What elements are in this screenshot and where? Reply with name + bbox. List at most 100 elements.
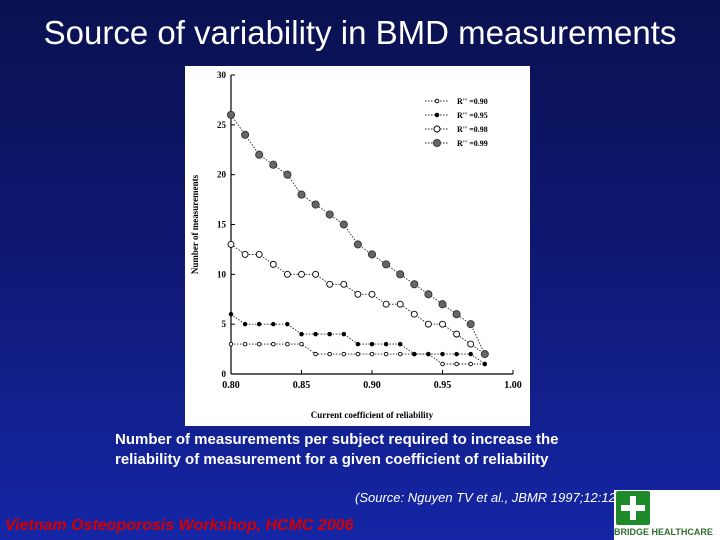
data-point [438, 300, 447, 309]
data-point [242, 321, 248, 327]
y-tick-label: 0 [222, 369, 227, 379]
y-tick-label: 30 [217, 70, 227, 80]
data-point [327, 351, 332, 357]
data-point [299, 331, 304, 337]
chart-axes: 0 5 10 15 20 25 30 0.80 0.85 0.90 0.95 1.00 Current … [190, 70, 522, 420]
data-point [383, 351, 389, 357]
series-3 [227, 240, 489, 358]
data-point [452, 310, 461, 319]
data-point [312, 270, 320, 278]
data-point [283, 170, 292, 179]
data-point [354, 290, 362, 298]
data-point [466, 320, 475, 329]
chart-series-layer [226, 110, 489, 367]
data-point [228, 311, 234, 317]
data-point [368, 290, 376, 298]
data-point [228, 341, 234, 347]
y-tick-label: 5 [222, 319, 227, 329]
x-tick-label: 0.90 [363, 380, 381, 391]
legend-marker [432, 138, 442, 148]
source-citation: (Source: Nguyen TV et al., JBMR 1997;12:… [355, 490, 635, 505]
data-point [313, 331, 318, 337]
data-point [410, 310, 418, 318]
data-point [341, 331, 347, 337]
data-point [369, 341, 375, 347]
x-tick-label: 0.95 [434, 380, 452, 391]
data-point [383, 341, 389, 347]
legend-entry: R'' =0.90 [425, 97, 488, 106]
series-line [230, 313, 486, 365]
y-tick-label: 25 [217, 120, 227, 130]
series-4 [226, 110, 489, 359]
data-point [299, 341, 304, 347]
data-point [439, 320, 446, 328]
x-axis-label: Current coefficient of reliability [311, 410, 434, 420]
legend-marker [434, 98, 440, 104]
y-axis-label: Number of measurements [190, 174, 200, 274]
data-point [424, 320, 432, 328]
data-point [283, 270, 291, 278]
data-point [256, 321, 262, 327]
x-tick-label: 0.85 [293, 380, 311, 391]
data-point [241, 130, 250, 139]
data-point [454, 361, 459, 367]
bridge-healthcare-logo: BRIDGE HEALTHCARE [614, 490, 720, 540]
data-point [255, 150, 264, 159]
legend-label: R'' =0.99 [457, 139, 488, 148]
data-point [367, 250, 377, 259]
cross-icon [616, 491, 650, 525]
series-2 [228, 311, 488, 367]
data-point [340, 280, 348, 288]
data-point [424, 290, 433, 299]
data-point [397, 341, 403, 347]
data-point [326, 280, 334, 288]
legend-entry: R'' =0.99 [425, 138, 488, 148]
data-point [256, 341, 262, 347]
data-point [397, 351, 403, 357]
legend-label: R'' =0.90 [457, 97, 488, 106]
data-point [369, 351, 375, 357]
legend-entry: R'' =0.95 [425, 111, 488, 120]
caption-line-2: reliability of measurement for a given c… [115, 451, 549, 468]
data-point [382, 260, 391, 269]
data-point [297, 190, 306, 199]
data-point [311, 200, 320, 209]
x-tick-label: 1.00 [504, 380, 522, 391]
data-point [242, 341, 248, 347]
data-point [454, 351, 459, 357]
figure-caption: Number of measurements per subject requi… [115, 430, 655, 470]
data-point [467, 340, 475, 348]
data-point [355, 341, 361, 347]
data-point [227, 240, 235, 248]
data-point [298, 270, 305, 278]
data-point [341, 351, 347, 357]
data-point [426, 351, 431, 357]
workshop-footer: Vietnam Osteoporosis Workshop, HCMC 2006 [5, 517, 354, 534]
data-point [339, 220, 348, 229]
data-point [410, 280, 419, 289]
chart-legend: R'' =0.90 R'' =0.95 R'' =0.98 R'' =0.99 [425, 97, 488, 148]
series-line [230, 114, 486, 355]
data-point [355, 351, 361, 357]
y-tick-label: 20 [217, 170, 227, 180]
data-point [313, 351, 318, 357]
data-point [468, 351, 473, 357]
legend-entry: R'' =0.98 [425, 125, 488, 134]
data-point [241, 250, 249, 258]
logo-text: BRIDGE HEALTHCARE [614, 527, 713, 537]
data-point [353, 240, 362, 249]
reliability-chart: 0 5 10 15 20 25 30 0.80 0.85 0.90 0.95 1.00 Current … [190, 70, 522, 420]
legend-label: R'' =0.95 [457, 111, 488, 120]
data-point [440, 361, 445, 367]
slide-title: Source of variability in BMD measurement… [43, 14, 677, 51]
data-point [269, 260, 277, 268]
data-point [285, 341, 290, 347]
legend-marker [434, 112, 440, 118]
data-point [382, 300, 390, 308]
data-point [327, 331, 332, 337]
data-point [468, 361, 473, 367]
data-point [271, 341, 276, 347]
data-point [226, 110, 236, 119]
chart-panel: 0 5 10 15 20 25 30 0.80 0.85 0.90 0.95 1.00 Current … [185, 66, 530, 426]
data-point [482, 361, 488, 367]
